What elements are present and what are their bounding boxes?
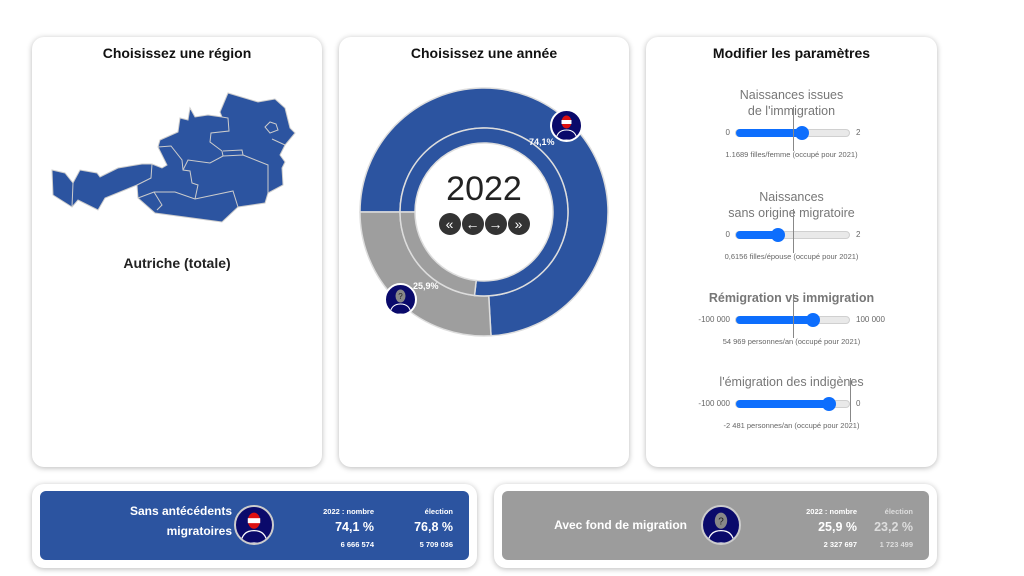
count-year: 2 327 697 [823, 540, 857, 549]
slider-max: 2 [856, 230, 861, 239]
slider-title: Naissances issues de l'immigration [739, 88, 844, 118]
pct-election: 76,8 % [414, 520, 453, 534]
prev-year-button[interactable]: ← [461, 213, 484, 235]
slider-group: Rémigration vs immigration -100 000 100 … [646, 290, 937, 370]
slider-title: Rémigration vs immigration [708, 291, 875, 305]
header-year: 2022 : nombre [323, 507, 374, 516]
migration-avatar-icon: ? [384, 283, 417, 316]
slider-thumb[interactable] [805, 313, 820, 327]
next-year-button[interactable]: → [484, 213, 507, 235]
reference-marker [792, 107, 794, 151]
region-card-title: Choisissez une région [102, 45, 252, 61]
slider-group: Naissances sans origine migratoire 0 2 0,… [646, 189, 937, 269]
map-state-borders [71, 116, 286, 211]
year-card: Choisissez une année 2022 «← →» 74,1% 25,… [339, 37, 629, 467]
native-avatar-icon [550, 109, 583, 142]
svg-text:?: ? [718, 516, 724, 527]
slider-title: l'émigration des indigènes [719, 375, 864, 389]
year-card-title: Choisissez une année [410, 45, 558, 61]
migration-avatar-icon: ? [701, 505, 741, 545]
count-year: 6 666 574 [340, 540, 374, 549]
pct-year: 25,9 % [818, 520, 857, 534]
svg-text:?: ? [398, 292, 403, 301]
reference-marker [792, 294, 794, 338]
first-year-button[interactable]: « [438, 213, 461, 235]
native-avatar-icon [234, 505, 274, 545]
slider-group: Naissances issues de l'immigration 0 2 1.… [646, 87, 937, 167]
summary-native-card: Sans antécédents migratoires 2022 : nombr… [32, 484, 477, 568]
donut-inner-migration-segment[interactable] [399, 211, 478, 297]
year-nav: «← →» [339, 213, 629, 235]
migration-pct-label: 25,9% [413, 281, 439, 291]
slider-max: 2 [856, 128, 861, 137]
parameters-card-title: Modifier les paramètres [712, 45, 871, 61]
header-election: élection [884, 507, 913, 516]
slider-thumb[interactable] [770, 228, 785, 242]
summary-migration-label: Avec fond de migration [554, 518, 687, 532]
slider-title: Naissances sans origine migratoire [728, 190, 855, 220]
slider-thumb[interactable] [794, 126, 809, 140]
header-year: 2022 : nombre [806, 507, 857, 516]
reference-marker [792, 209, 794, 253]
slider-min: -100 000 [698, 399, 730, 408]
reference-marker [850, 378, 851, 422]
count-election: 5 709 036 [419, 540, 453, 549]
slider-group: l'émigration des indigènes -100 000 0 -2… [646, 374, 937, 454]
native-pct-label: 74,1% [529, 137, 555, 147]
slider-min: 0 [725, 230, 730, 239]
year-donut-chart [359, 87, 609, 337]
count-election: 1 723 499 [879, 540, 913, 549]
summary-native-label: Sans antécédents migratoires [129, 504, 232, 538]
year-value: 2022 [446, 170, 522, 208]
slider[interactable] [735, 397, 850, 411]
map-region-austria[interactable] [51, 92, 296, 223]
slider-note: 1.1689 filles/femme (occupé pour 2021) [725, 150, 858, 159]
donut-inner-native-segment[interactable] [399, 127, 569, 297]
pct-election: 23,2 % [874, 520, 913, 534]
header-election: élection [424, 507, 453, 516]
parameters-card: Modifier les paramètres Naissances issue… [646, 37, 937, 467]
slider-max: 100 000 [856, 315, 885, 324]
pct-year: 74,1 % [335, 520, 374, 534]
slider-max: 0 [856, 399, 861, 408]
slider-note: 54 969 personnes/an (occupé pour 2021) [722, 337, 861, 346]
last-year-button[interactable]: » [507, 213, 530, 235]
slider-thumb[interactable] [821, 397, 836, 411]
summary-migration-card: Avec fond de migration ? 2022 : nombre é… [494, 484, 937, 568]
austria-map[interactable] [0, 0, 322, 260]
slider-min: 0 [725, 128, 730, 137]
selected-region-label: Autriche (totale) [123, 255, 231, 271]
region-card: Choisissez une région Autriche (totale) [32, 37, 322, 467]
slider-note: 0,6156 filles/épouse (occupé pour 2021) [724, 252, 859, 261]
slider-note: -2 481 personnes/an (occupé pour 2021) [723, 421, 860, 430]
slider-min: -100 000 [698, 315, 730, 324]
